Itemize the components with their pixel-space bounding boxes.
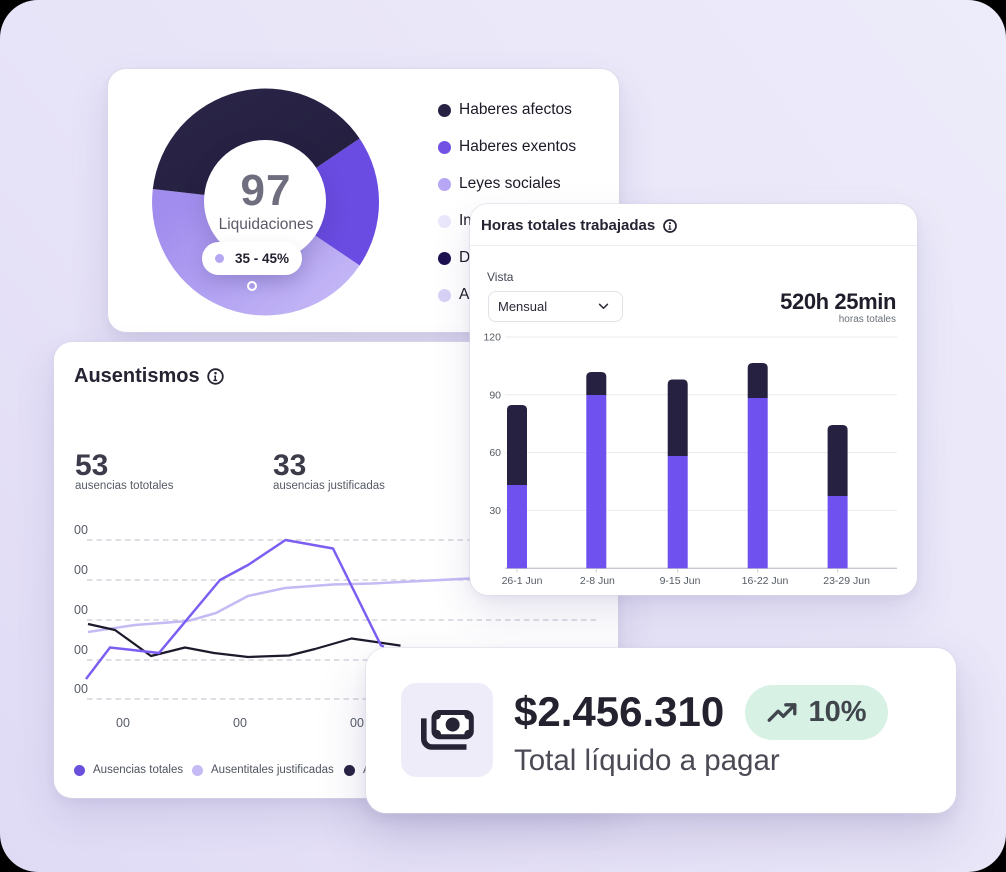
svg-text:120: 120 bbox=[483, 332, 501, 344]
svg-text:00: 00 bbox=[74, 643, 88, 657]
svg-text:30: 30 bbox=[489, 505, 501, 517]
svg-text:60: 60 bbox=[489, 447, 501, 459]
svg-text:2-8 Jun: 2-8 Jun bbox=[580, 575, 615, 587]
svg-text:00: 00 bbox=[74, 563, 88, 577]
svg-text:90: 90 bbox=[489, 389, 501, 401]
svg-text:00: 00 bbox=[74, 603, 88, 617]
svg-text:16-22 Jun: 16-22 Jun bbox=[742, 575, 789, 587]
svg-text:26-1 Jun: 26-1 Jun bbox=[502, 575, 543, 587]
svg-text:00: 00 bbox=[233, 716, 247, 730]
svg-text:00: 00 bbox=[74, 682, 88, 696]
svg-text:00: 00 bbox=[350, 716, 364, 730]
svg-text:00: 00 bbox=[116, 716, 130, 730]
svg-text:9-15 Jun: 9-15 Jun bbox=[660, 575, 701, 587]
svg-text:00: 00 bbox=[74, 523, 88, 537]
svg-text:23-29 Jun: 23-29 Jun bbox=[823, 575, 870, 587]
